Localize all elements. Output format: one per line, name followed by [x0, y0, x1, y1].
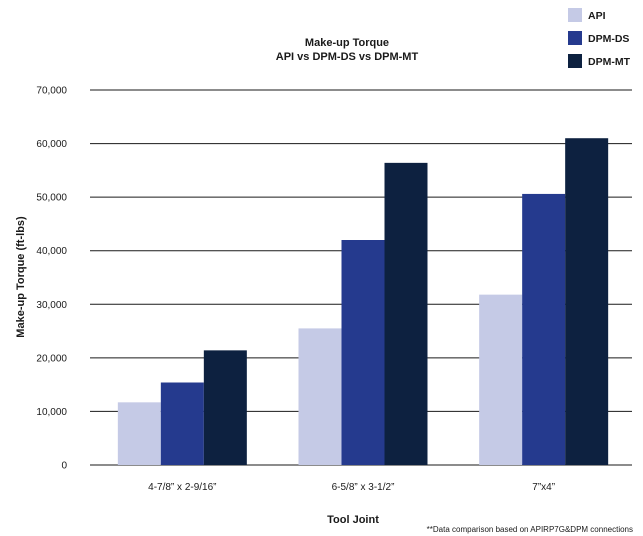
y-tick-label: 50,000 — [36, 193, 67, 204]
chart-title: Make-up Torque API vs DPM-DS vs DPM-MT — [276, 37, 419, 63]
footnote: **Data comparison based on APIRP7G&DPM c… — [427, 525, 633, 534]
bar-dpm-ds-2 — [341, 240, 385, 465]
legend-swatch-dpm-ds — [568, 31, 582, 45]
legend-label-dpm-ds: DPM-DS — [588, 33, 629, 45]
bar-dpm-ds-3 — [522, 193, 566, 465]
chart-title-line-2: API vs DPM-DS vs DPM-MT — [276, 51, 419, 63]
bar-dpm-mt-3 — [565, 138, 609, 465]
legend-swatch-dpm-mt — [568, 54, 582, 68]
x-axis-title: Tool Joint — [327, 514, 379, 526]
legend-swatch-api — [568, 8, 582, 22]
bar-api-1 — [117, 402, 161, 465]
chart-title-line-1: Make-up Torque — [305, 37, 389, 49]
bar-api-2 — [298, 328, 342, 465]
y-tick-label: 60,000 — [36, 139, 67, 150]
y-tick-label: 0 — [61, 461, 67, 472]
y-tick-label: 20,000 — [36, 353, 67, 364]
y-tick-label: 40,000 — [36, 246, 67, 257]
y-tick-label: 70,000 — [36, 86, 67, 97]
y-axis-title: Make-up Torque (ft-lbs) — [15, 216, 27, 338]
x-axis-ticks: 4-7/8” x 2-9/16” 6-5/8” x 3-1/2” 7”x4” — [148, 482, 555, 493]
x-tick-label: 6-5/8” x 3-1/2” — [332, 482, 395, 493]
bar-dpm-mt-1 — [203, 350, 247, 465]
y-axis-ticks: 0 10,000 20,000 30,000 40,000 50,000 60,000 70,… — [36, 86, 67, 472]
bars — [117, 138, 609, 465]
x-tick-label: 7”x4” — [532, 482, 555, 493]
legend: API DPM-DS DPM-MT — [568, 8, 631, 68]
y-tick-label: 30,000 — [36, 300, 67, 311]
bar-dpm-ds-1 — [160, 382, 204, 465]
y-tick-label: 10,000 — [36, 407, 67, 418]
legend-label-api: API — [588, 10, 606, 22]
bar-api-3 — [479, 294, 523, 465]
legend-label-dpm-mt: DPM-MT — [588, 56, 631, 68]
bar-dpm-mt-2 — [384, 162, 428, 465]
x-tick-label: 4-7/8” x 2-9/16” — [148, 482, 216, 493]
